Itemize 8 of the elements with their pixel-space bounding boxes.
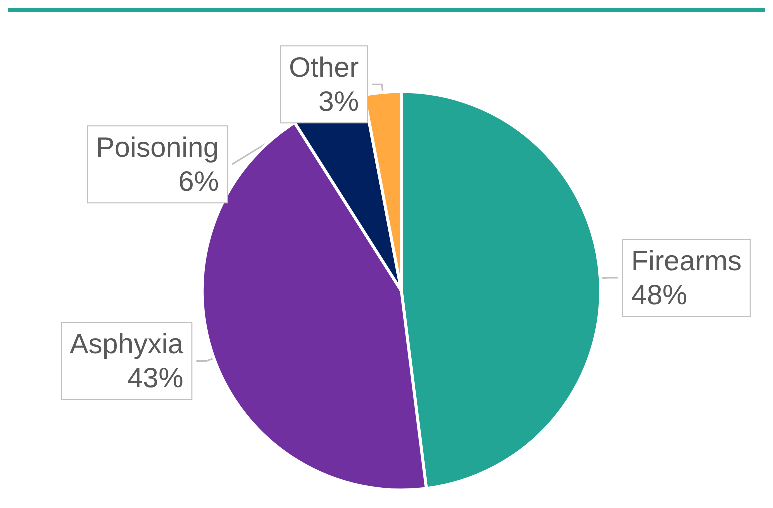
data-label: 6% xyxy=(178,166,220,198)
slice-label: Poisoning xyxy=(96,132,220,164)
slice-label: Other xyxy=(289,52,360,84)
data-label: 3% xyxy=(318,86,360,118)
data-label: 43% xyxy=(128,362,184,394)
data-label: 48% xyxy=(631,280,688,311)
slice-label: Asphyxia xyxy=(70,328,184,360)
slice-label: Firearms xyxy=(631,246,742,277)
